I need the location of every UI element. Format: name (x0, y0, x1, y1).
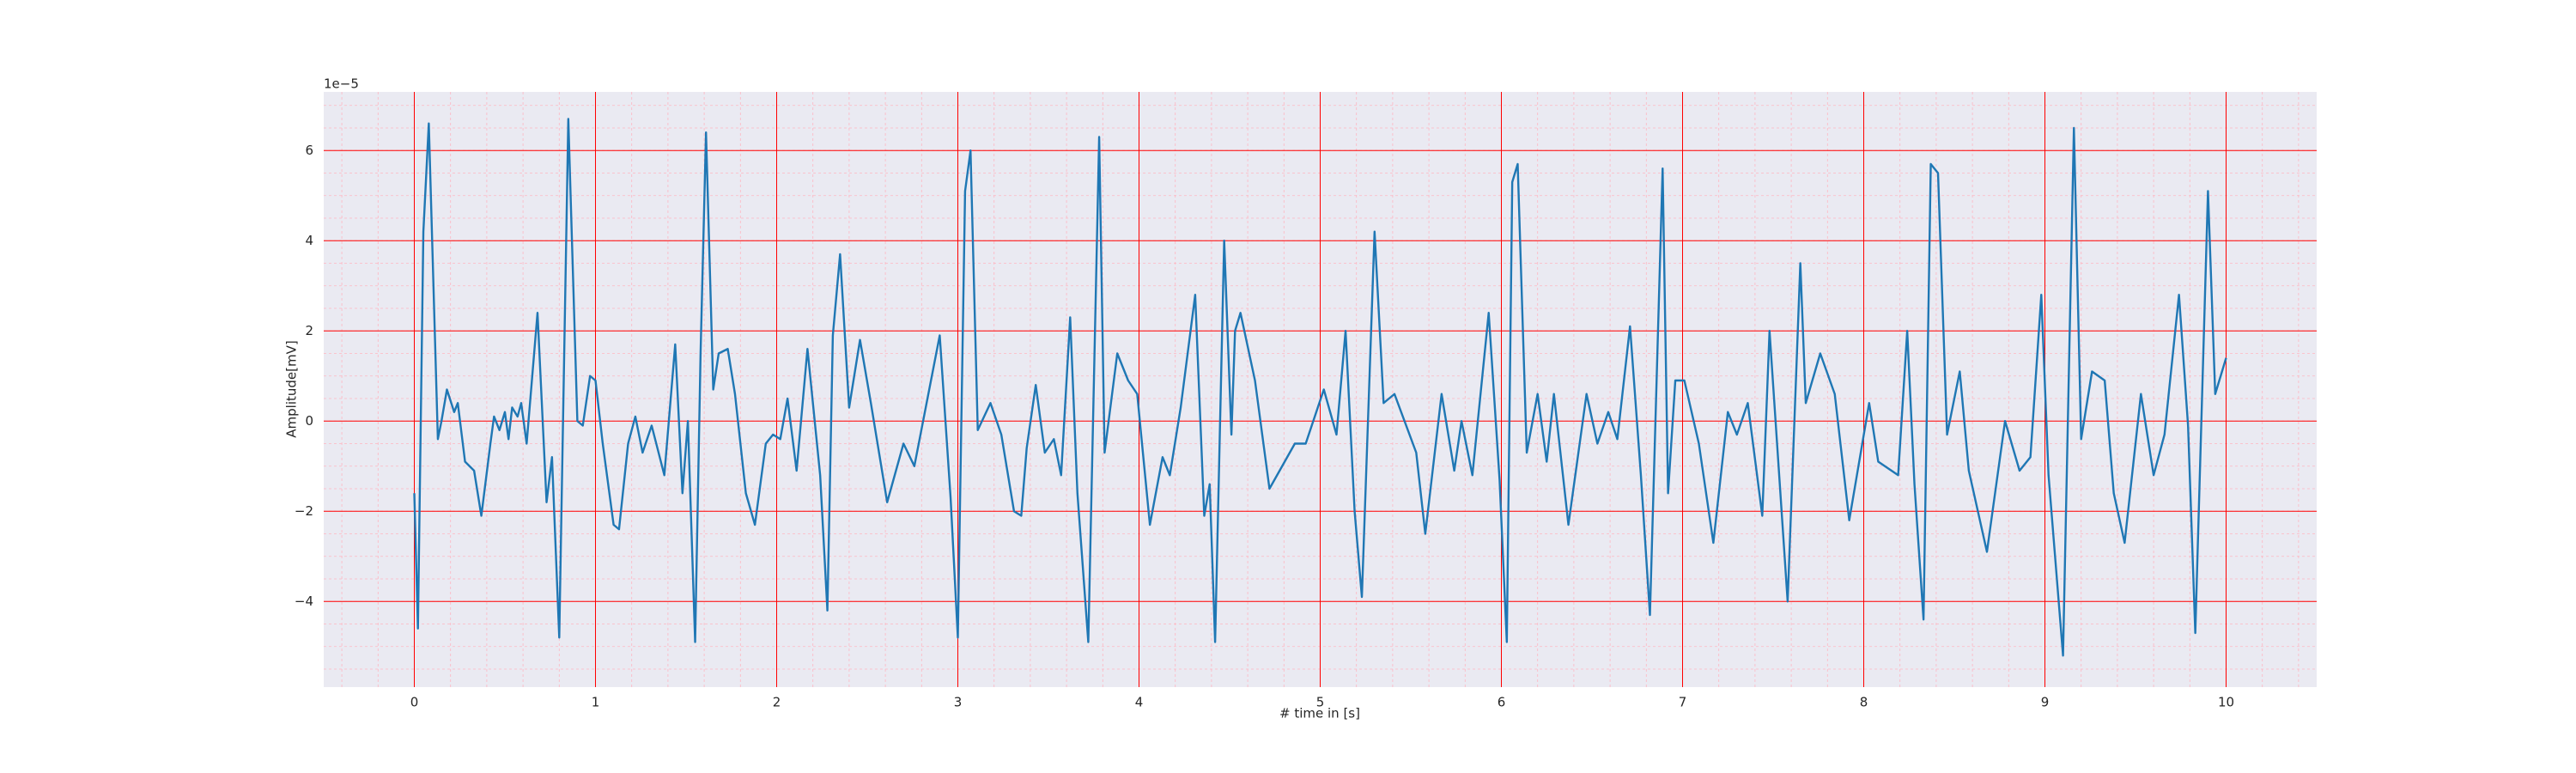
x-tick-label: 6 (1498, 695, 1506, 710)
y-tick-label: 6 (305, 143, 313, 158)
x-tick-label: 1 (592, 695, 600, 710)
x-tick-label: 2 (773, 695, 781, 710)
x-tick-label: 0 (410, 695, 419, 710)
y-tick-label: 4 (305, 233, 313, 248)
x-tick-label: 5 (1316, 695, 1325, 710)
y-tick-label: −2 (295, 503, 313, 519)
y-axis-label: Amplitude[mV] (284, 340, 300, 437)
y-tick-label: 0 (305, 413, 313, 429)
x-tick-label: 4 (1135, 695, 1144, 710)
x-tick-label: 10 (2218, 695, 2234, 710)
x-tick-label: 9 (2041, 695, 2050, 710)
y-tick-label: 2 (305, 323, 313, 338)
x-tick-label: 8 (1860, 695, 1868, 710)
line (413, 118, 2227, 657)
x-tick-label: 3 (954, 695, 963, 710)
y-offset-label: 1e−5 (324, 76, 359, 92)
x-tick-label: 7 (1679, 695, 1687, 710)
y-tick-label: −4 (295, 593, 313, 609)
x-axis-label: # time in [s] (1279, 706, 1360, 721)
